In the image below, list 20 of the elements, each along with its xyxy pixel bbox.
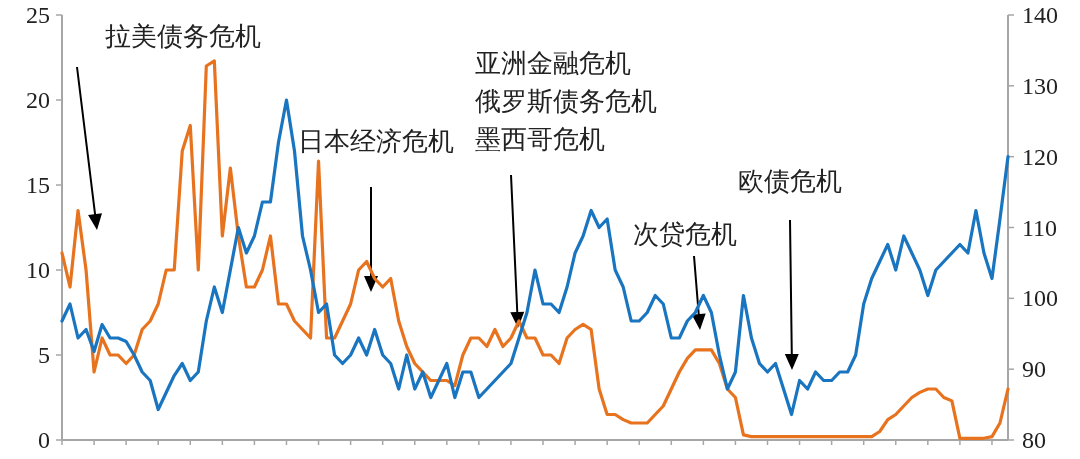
y2-tick-label: 130 [1022, 72, 1058, 99]
annotation: 欧债危机 [738, 167, 842, 196]
annotation: 墨西哥危机 [475, 125, 605, 154]
annotation: 亚洲金融危机 [475, 49, 631, 78]
y-tick-label: 5 [38, 342, 50, 368]
annotation: 次贷危机 [633, 220, 737, 249]
y-tick-label: 10 [26, 257, 50, 283]
y2-tick-label: 90 [1022, 356, 1046, 383]
y2-tick-label: 120 [1022, 143, 1058, 170]
y2-tick-label: 140 [1022, 2, 1058, 28]
y-tick-label: 20 [26, 87, 50, 113]
annotation: 日本经济危机 [298, 127, 454, 156]
y-tick-label: 0 [38, 427, 50, 453]
annotation: 俄罗斯债务危机 [475, 87, 657, 116]
y2-tick-label: 100 [1022, 285, 1058, 312]
y2-tick-label: 110 [1022, 214, 1058, 241]
annotation: 拉美债务危机 [105, 22, 261, 51]
y-tick-label: 25 [26, 2, 50, 28]
y2-tick-label: 80 [1022, 427, 1046, 453]
y-tick-label: 15 [26, 172, 50, 198]
